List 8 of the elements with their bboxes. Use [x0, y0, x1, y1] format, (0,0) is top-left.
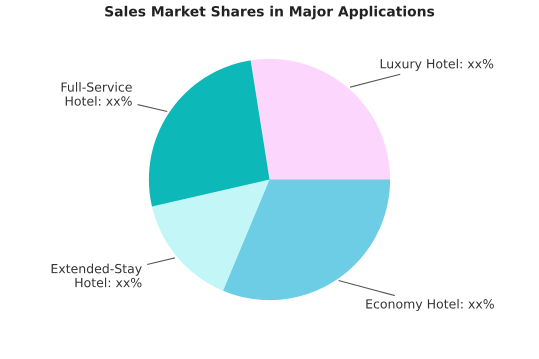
slice-label: Extended-Stay Hotel: xx%: [52, 264, 142, 288]
chart-title: Sales Market Shares in Major Applications: [105, 6, 434, 20]
pie-slice: [152, 180, 270, 291]
slice-label: Full-Service Hotel: xx%: [62, 82, 132, 106]
pie-slice: [148, 60, 270, 207]
pie-slice: [222, 180, 390, 300]
slice-label: Luxury Hotel: xx%: [380, 58, 494, 71]
slice-label: Economy Hotel: xx%: [366, 298, 494, 312]
